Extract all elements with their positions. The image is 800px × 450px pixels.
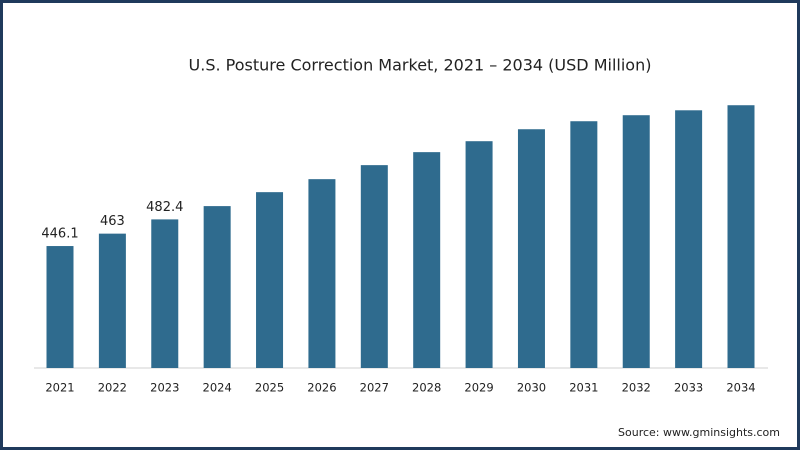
data-label: 463 (100, 214, 125, 229)
bar (256, 192, 284, 368)
bar (46, 246, 74, 368)
bar (308, 179, 336, 368)
x-tick-label: 2027 (360, 381, 389, 395)
bar (727, 105, 755, 369)
x-tick-label: 2028 (412, 381, 441, 395)
bar (570, 121, 598, 368)
bar (413, 152, 441, 368)
data-label: 446.1 (41, 227, 78, 242)
data-label: 482.4 (146, 200, 183, 215)
x-tick-label: 2024 (203, 381, 232, 395)
bar (98, 233, 126, 368)
x-tick-label: 2030 (517, 381, 546, 395)
x-tick-label: 2021 (45, 381, 74, 395)
x-tick-label: 2034 (726, 381, 755, 395)
x-tick-label: 2029 (464, 381, 493, 395)
bar (675, 110, 703, 368)
bar (203, 206, 231, 368)
x-tick-label: 2022 (98, 381, 127, 395)
x-tick-label: 2025 (255, 381, 284, 395)
source: Source: www.gminsights.com (618, 426, 780, 439)
x-tick-label: 2031 (569, 381, 598, 395)
x-tick-label: 2033 (674, 381, 703, 395)
bar (151, 219, 179, 368)
bar (465, 141, 493, 368)
bar (622, 115, 650, 368)
bar (360, 165, 388, 368)
x-tick-label: 2026 (307, 381, 336, 395)
x-tick-label: 2023 (150, 381, 179, 395)
bar (517, 129, 545, 368)
chart-title: U.S. Posture Correction Market, 2021 – 2… (189, 56, 652, 75)
x-tick-label: 2032 (622, 381, 651, 395)
